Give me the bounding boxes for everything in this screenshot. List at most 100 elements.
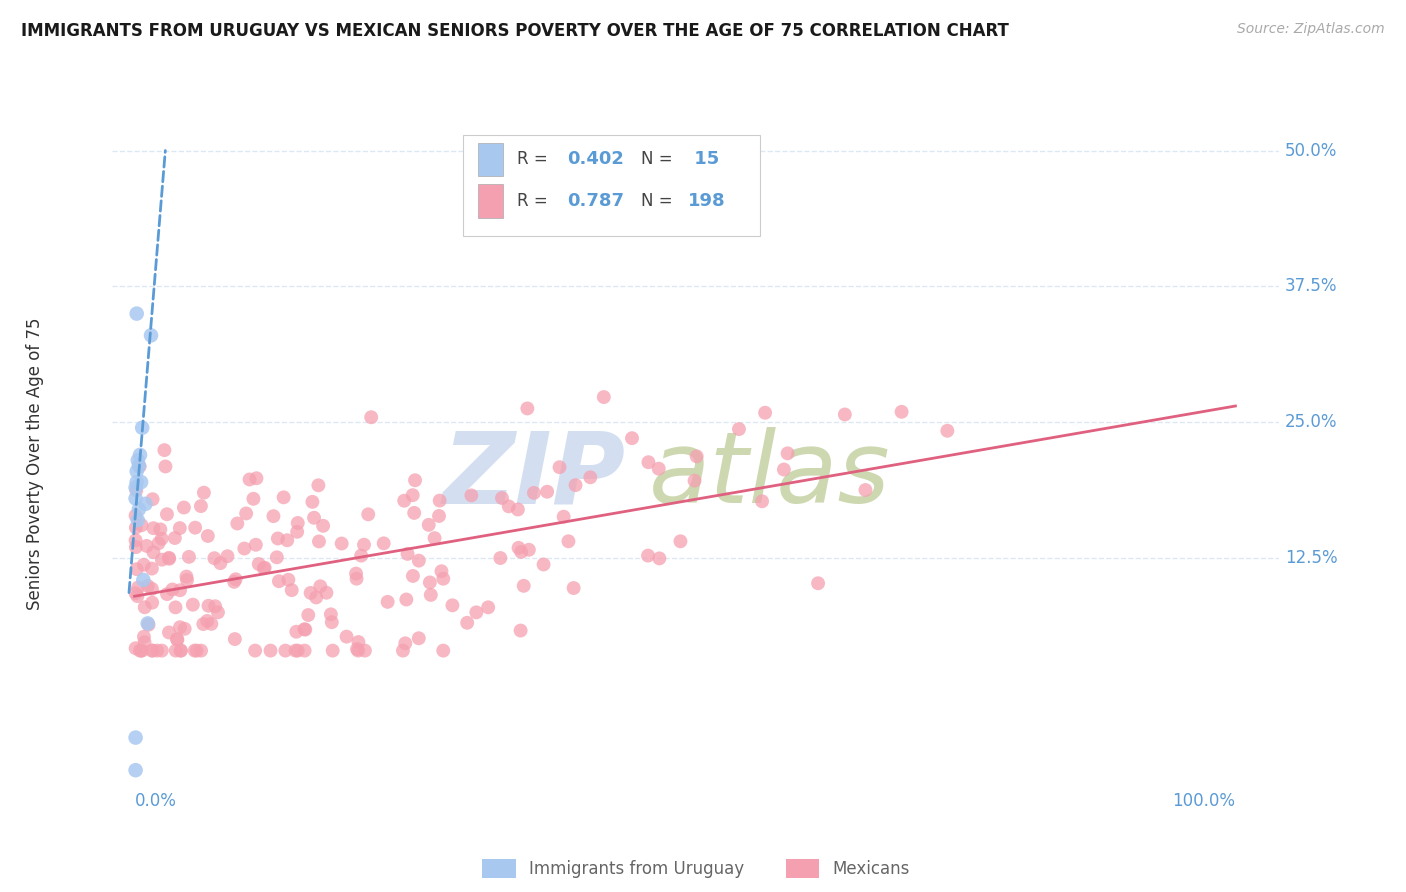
Point — [253, 561, 276, 575]
Point — [408, 632, 430, 646]
Point — [315, 585, 337, 599]
Point — [181, 598, 204, 612]
Point — [142, 521, 165, 535]
Point — [890, 405, 912, 419]
Point — [125, 562, 148, 576]
Point — [592, 390, 614, 404]
Point — [238, 473, 260, 487]
Point — [418, 517, 440, 532]
Text: 50.0%: 50.0% — [1285, 142, 1337, 160]
Point — [267, 574, 290, 589]
Point — [129, 475, 152, 489]
Point — [125, 307, 148, 321]
Point — [156, 507, 179, 521]
Point — [184, 521, 207, 535]
Point — [312, 518, 335, 533]
Point — [432, 572, 454, 586]
Point — [131, 421, 153, 435]
Point — [273, 491, 295, 505]
Point — [148, 536, 170, 550]
Point — [637, 549, 659, 563]
Point — [150, 643, 173, 657]
Point — [357, 508, 380, 522]
Point — [508, 541, 530, 555]
Point — [489, 551, 512, 566]
Point — [402, 488, 425, 502]
Point — [157, 625, 180, 640]
Point — [125, 540, 148, 554]
Point — [124, 508, 146, 523]
Bar — [478, 185, 503, 218]
Point — [579, 470, 602, 484]
Point — [647, 461, 669, 475]
Point — [233, 541, 256, 556]
Point — [150, 532, 173, 546]
Point — [562, 581, 585, 595]
Point — [287, 516, 309, 530]
Point — [207, 605, 229, 619]
Point — [477, 600, 499, 615]
Point — [124, 533, 146, 548]
Point — [510, 545, 533, 559]
Point — [142, 492, 165, 507]
Point — [141, 561, 163, 575]
Point — [166, 632, 188, 647]
Point — [169, 521, 191, 535]
Point — [193, 485, 215, 500]
Point — [186, 643, 208, 657]
Text: R =: R = — [517, 192, 554, 210]
Point — [284, 643, 307, 657]
Point — [506, 502, 529, 516]
Point — [350, 549, 373, 563]
Point — [157, 551, 180, 566]
Point — [132, 558, 155, 572]
Point — [146, 643, 169, 657]
Point — [124, 641, 146, 656]
Text: atlas: atlas — [650, 427, 891, 524]
Point — [330, 536, 353, 550]
Point — [360, 410, 382, 425]
Point — [141, 643, 163, 657]
Point — [297, 607, 319, 622]
Point — [163, 531, 186, 545]
Point — [129, 448, 152, 462]
Point — [516, 401, 538, 416]
Text: 0.402: 0.402 — [568, 150, 624, 169]
Point — [124, 763, 146, 777]
Point — [165, 643, 187, 657]
Point — [465, 605, 488, 619]
Point — [285, 624, 308, 639]
Point — [354, 643, 377, 657]
Point — [637, 455, 659, 469]
Point — [936, 424, 959, 438]
Point — [162, 582, 184, 597]
Point — [150, 552, 173, 566]
Point — [132, 573, 155, 587]
Point — [523, 486, 546, 500]
Point — [287, 643, 309, 657]
Point — [209, 556, 232, 570]
Point — [149, 522, 172, 536]
Point — [373, 536, 395, 550]
Point — [125, 464, 148, 478]
Point — [169, 620, 191, 634]
Point — [456, 615, 478, 630]
Point — [402, 569, 425, 583]
Text: ZIP: ZIP — [443, 427, 626, 524]
Point — [751, 494, 773, 508]
Point — [347, 643, 370, 657]
Point — [131, 643, 153, 657]
Text: 12.5%: 12.5% — [1285, 549, 1337, 567]
Point — [262, 509, 284, 524]
Point — [353, 538, 375, 552]
Point — [427, 508, 450, 523]
Point — [127, 589, 149, 603]
Point — [195, 614, 218, 628]
Point — [139, 328, 162, 343]
Point — [509, 624, 531, 638]
Point — [404, 506, 426, 520]
Point — [173, 500, 195, 515]
Point — [460, 488, 482, 502]
Point — [253, 560, 276, 574]
Point — [183, 643, 205, 657]
